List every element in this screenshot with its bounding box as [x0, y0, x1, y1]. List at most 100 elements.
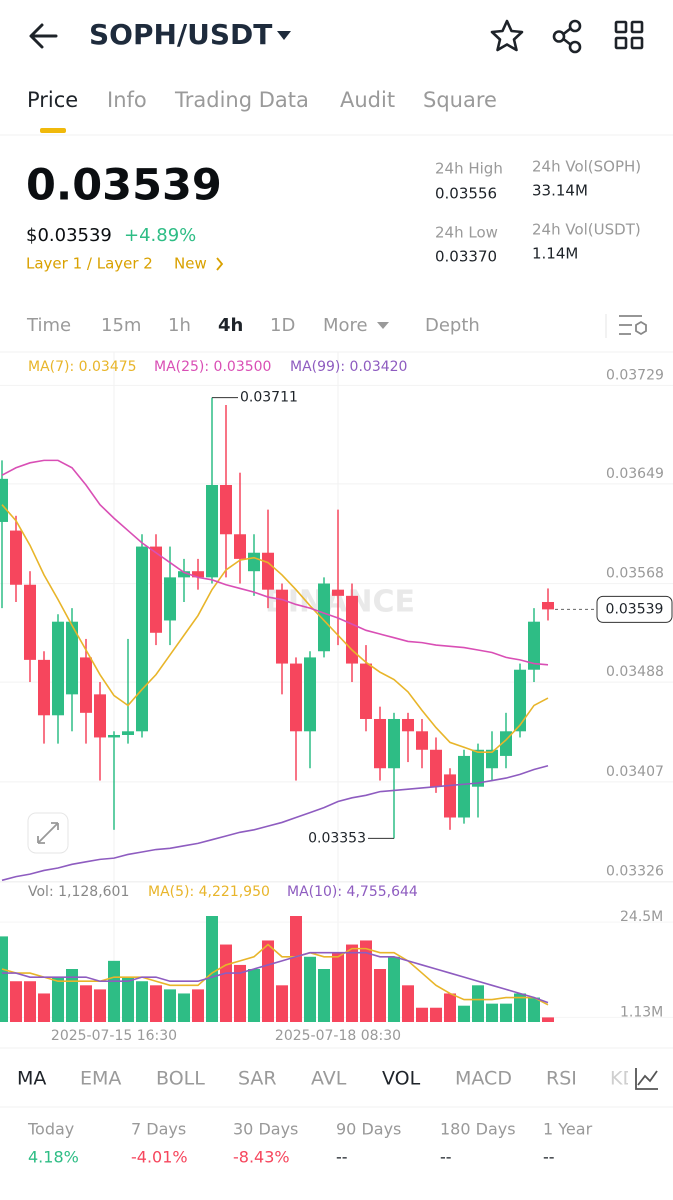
interval[interactable]: More	[323, 315, 368, 336]
stat-value: 33.14M	[532, 182, 588, 200]
volume-bar	[38, 993, 50, 1022]
period-label: 30 Days	[233, 1120, 298, 1139]
current-price: 0.03539	[606, 601, 664, 617]
chart-settings[interactable]	[619, 315, 647, 336]
period-label: Today	[27, 1120, 74, 1139]
y-tick-label: 0.03326	[606, 864, 664, 880]
volume-bar	[458, 1005, 470, 1022]
interval[interactable]: 4h	[218, 315, 243, 336]
legend-entry: MA(10): 4,755,644	[287, 884, 418, 900]
stat-label: 24h Low	[435, 224, 498, 242]
ma-line	[1, 504, 549, 754]
candle-body	[360, 663, 372, 719]
candle-body	[94, 694, 106, 738]
candle-body	[38, 659, 50, 716]
candle-body	[80, 657, 92, 713]
more-dropdown	[377, 322, 389, 329]
share-button[interactable]	[552, 19, 582, 54]
indicator[interactable]: MACD	[455, 1068, 512, 1090]
volume-bar	[0, 936, 8, 1022]
indicator[interactable]: RSI	[546, 1068, 577, 1090]
volume-bar	[24, 981, 36, 1022]
volume-bar	[136, 981, 148, 1022]
candle-body	[0, 478, 8, 522]
candle-body	[10, 530, 22, 585]
volume-bar	[332, 952, 344, 1022]
tab[interactable]: Square	[423, 88, 497, 112]
period-label: 7 Days	[131, 1120, 186, 1139]
tab[interactable]: Info	[107, 88, 147, 112]
candle-body	[178, 571, 190, 578]
stat-value: 0.03370	[435, 248, 497, 266]
volume-bar	[360, 940, 372, 1022]
candle-body	[108, 734, 120, 738]
tag[interactable]: Layer 1 / Layer 2	[26, 255, 153, 273]
tab-indicator	[40, 128, 66, 133]
y-tick-label: 0.03729	[606, 367, 664, 383]
candle-body	[486, 749, 498, 769]
last-price: 0.03539	[26, 161, 222, 211]
usd-price: $0.03539	[26, 225, 112, 246]
indicator-settings[interactable]	[635, 1068, 658, 1090]
indicator[interactable]: SAR	[238, 1068, 277, 1090]
y-tick-label: 0.03568	[606, 566, 664, 582]
ma-line	[1, 765, 549, 882]
volume-bar	[500, 1003, 512, 1022]
volume-bar	[164, 989, 176, 1022]
interval[interactable]: 15m	[101, 315, 141, 336]
period-label: 180 Days	[440, 1120, 516, 1139]
indicator[interactable]: VOL	[382, 1068, 421, 1090]
favorite-button[interactable]	[490, 19, 524, 52]
low-label: 0.03353	[308, 830, 366, 846]
volume-bar	[290, 916, 302, 1022]
volume-bar	[262, 940, 274, 1022]
tag-chevron	[216, 257, 224, 271]
period-value: --	[336, 1148, 348, 1167]
candle-body	[220, 485, 232, 535]
candle-body	[528, 621, 540, 670]
candle-body	[136, 546, 148, 732]
y-tick-label: 24.5M	[620, 909, 663, 925]
layout-button[interactable]	[614, 20, 644, 50]
y-tick-label: 1.13M	[620, 1004, 663, 1020]
candle-body	[24, 584, 36, 660]
interval[interactable]: 1h	[168, 315, 191, 336]
volume-bar	[192, 989, 204, 1022]
candle-body	[444, 774, 456, 818]
volume-bar	[444, 993, 456, 1022]
tab[interactable]: Price	[27, 88, 78, 112]
tab[interactable]: Audit	[340, 88, 395, 112]
candle-body	[248, 552, 260, 572]
period-value: 4.18%	[28, 1148, 79, 1167]
volume-bar	[80, 985, 92, 1022]
tab[interactable]: Trading Data	[174, 88, 309, 112]
indicator[interactable]: EMA	[80, 1068, 121, 1090]
x-tick-label: 2025-07-18 08:30	[275, 1028, 401, 1044]
back-button[interactable]	[29, 23, 58, 49]
indicator[interactable]: AVL	[311, 1068, 347, 1090]
candle-body	[234, 534, 246, 559]
interval[interactable]: 1D	[270, 315, 295, 336]
pair-title[interactable]: SOPH/USDT	[89, 18, 272, 51]
stat-label: 24h Vol(USDT)	[532, 221, 641, 239]
volume-bar	[430, 1007, 442, 1022]
candle-body	[388, 718, 400, 769]
candle-body	[332, 589, 344, 596]
candle-body	[164, 577, 176, 621]
tag[interactable]: New	[174, 255, 207, 273]
interval[interactable]: Depth	[425, 315, 480, 336]
pair-dropdown[interactable]	[277, 31, 291, 40]
indicator[interactable]: BOLL	[156, 1068, 205, 1090]
candle-body	[416, 731, 428, 750]
volume-bar	[234, 964, 246, 1022]
legend-entry: MA(25): 0.03500	[154, 359, 271, 375]
y-tick-label: 0.03407	[606, 764, 664, 780]
volume-bar	[94, 989, 106, 1022]
interval[interactable]: Time	[26, 315, 71, 336]
volume-bar	[248, 969, 260, 1022]
high-label: 0.03711	[240, 390, 298, 406]
volume-bar	[276, 985, 288, 1022]
indicator[interactable]: MA	[17, 1068, 46, 1090]
period-value: --	[440, 1148, 452, 1167]
